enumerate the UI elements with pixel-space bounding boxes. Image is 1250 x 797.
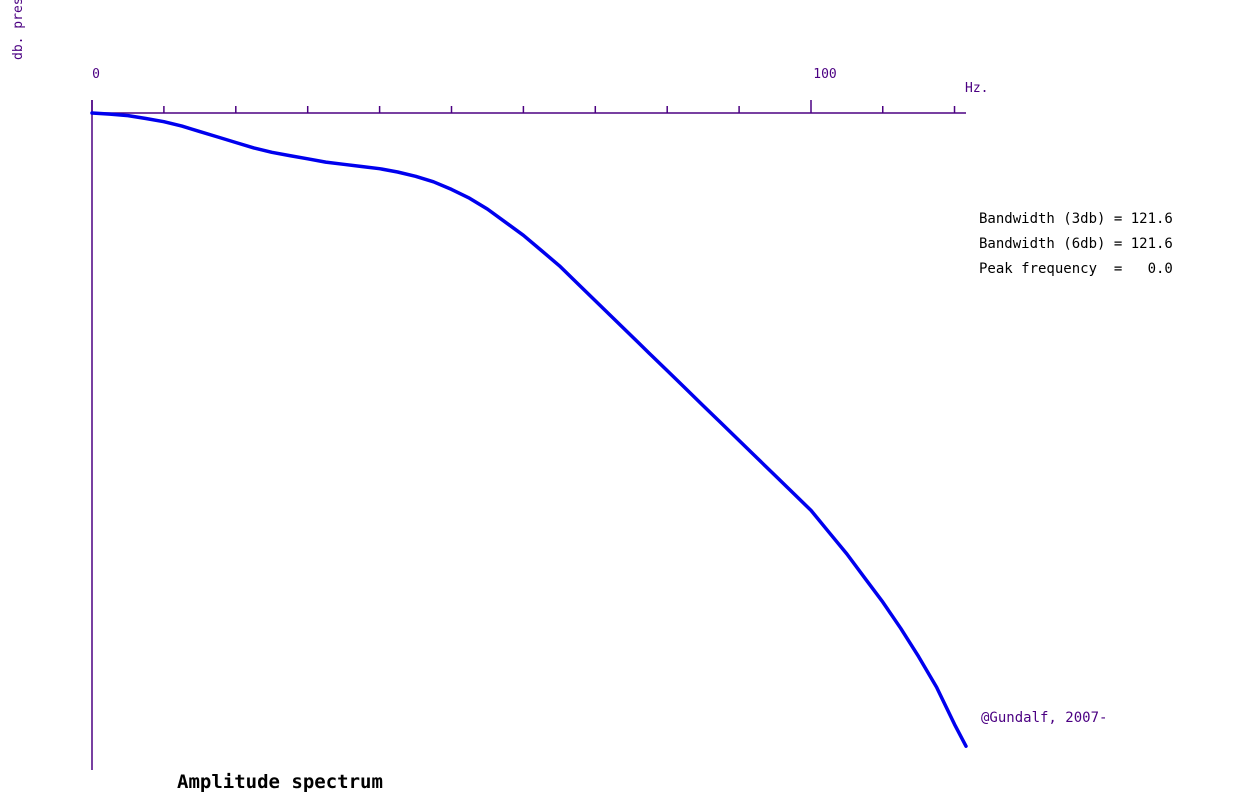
x-axis-ticks [91, 100, 956, 113]
x-axis-unit-label: Hz. [965, 81, 988, 96]
peak-frequency-readout: Peak frequency = 0.0 [979, 261, 1173, 277]
x-tick-label-0: 0 [92, 67, 100, 82]
bandwidth-3db-readout: Bandwidth (3db) = 121.6 [979, 211, 1173, 227]
x-tick-label-100: 100 [813, 67, 836, 82]
spectrum-series-line [90, 111, 968, 748]
y-axis-label: db. press. [11, 0, 26, 60]
credit-text: @Gundalf, 2007- [981, 710, 1107, 726]
bandwidth-6db-readout: Bandwidth (6db) = 121.6 [979, 236, 1173, 252]
chart-title: Amplitude spectrum [177, 771, 383, 793]
